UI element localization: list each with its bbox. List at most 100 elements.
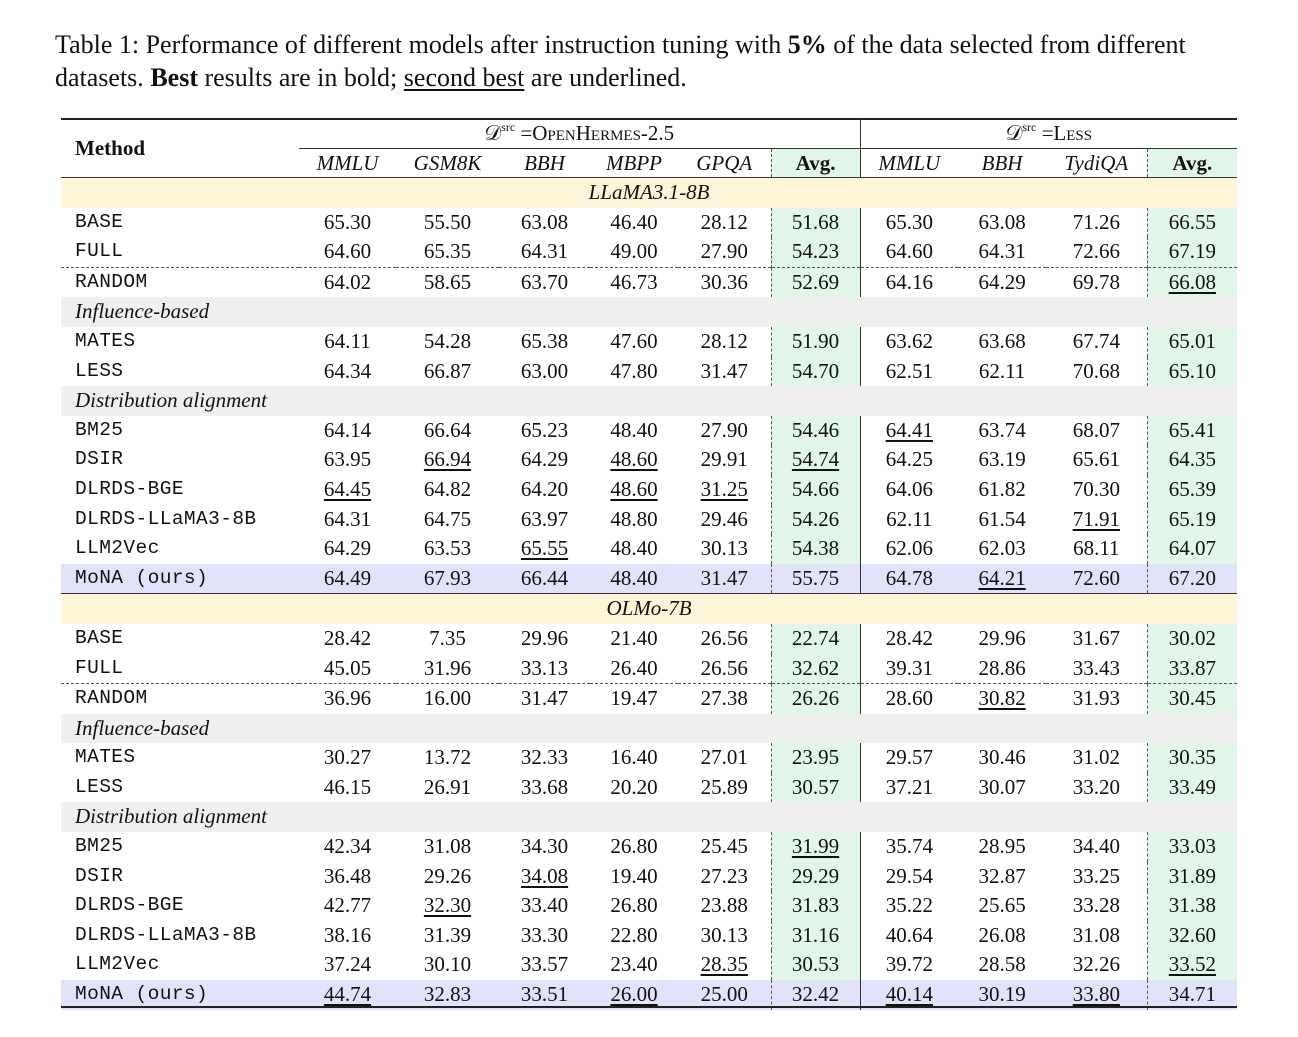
value-cell: 64.60: [859, 237, 959, 268]
table-row: DLRDS-LLaMA3-8B 64.31 64.75 63.97 48.80 29.46…: [61, 504, 1238, 535]
group1-sup: src: [501, 120, 516, 134]
value-cell: 48.40: [590, 563, 678, 594]
value-cell: 29.29: [770, 861, 861, 892]
value-cell: 26.40: [610, 655, 658, 680]
value-cell: 65.19: [1146, 504, 1238, 535]
value-cell: 71.26: [1072, 209, 1120, 234]
value-cell: 28.60: [859, 683, 959, 714]
value-cell: 32.87: [978, 863, 1026, 888]
value-cell: 63.62: [859, 326, 959, 357]
caption-text-1: Performance of different models after in…: [139, 30, 788, 59]
value-cell: 58.65: [396, 266, 499, 298]
method-cell: DLRDS-BGE: [75, 477, 184, 500]
value-cell: 64.11: [324, 328, 371, 353]
value-cell: 29.57: [859, 743, 959, 773]
value-cell: 64.41: [859, 415, 959, 446]
ours-row: MoNA (ours) 44.74 32.83 33.51 26.00 25.00 32.4…: [61, 980, 1238, 1010]
caption-best: Best: [150, 63, 198, 92]
table-row: DSIR 36.48 29.26 34.08 19.40 27.23 29.29 29.54 3…: [61, 861, 1238, 892]
value-cell: 64.29: [958, 266, 1047, 298]
value-cell: 67.19: [1146, 237, 1238, 268]
value-cell: 40.64: [859, 920, 959, 951]
method-cell: BASE: [75, 210, 124, 233]
table-row: BASE 65.30 55.50 63.08 46.40 28.12 51.68 65.30 6…: [61, 207, 1238, 238]
value-cell: 54.28: [423, 328, 472, 353]
value-cell: 26.56: [700, 625, 748, 650]
method-cell: MATES: [75, 329, 136, 352]
value-cell: 31.93: [1046, 683, 1148, 714]
value-cell: 64.31: [520, 239, 569, 264]
value-cell: 31.83: [770, 891, 861, 921]
value-cell: 32.42: [770, 980, 861, 1010]
value-cell: 68.07: [1072, 417, 1120, 442]
value-cell: 66.87: [423, 358, 472, 383]
method-cell: MoNA (ours): [61, 563, 299, 594]
value-cell: 21.40: [610, 625, 658, 650]
value-cell: 63.08: [978, 209, 1026, 234]
value-cell: 54.74: [770, 445, 861, 475]
value-cell: 26.56: [700, 655, 748, 680]
group2-name: =Less: [1036, 121, 1093, 145]
header-row-groups: Method 𝒟src =OpenHermes-2.5 𝒟src =Less: [61, 118, 1238, 160]
value-cell: 47.60: [610, 328, 658, 353]
value-cell: 26.26: [770, 683, 861, 714]
value-cell: 63.95: [323, 447, 372, 472]
value-cell: 30.10: [423, 952, 472, 977]
value-cell: 64.06: [859, 474, 959, 505]
table-row: RANDOM 64.02 58.65 63.70 46.73 30.36 52.69 64.1…: [61, 266, 1238, 298]
value-cell: 45.05: [323, 655, 372, 680]
header-row-columns: MMLU GSM8K BBH MBPP GPQA Avg. MMLU BBH T…: [61, 148, 1238, 178]
col-header: GPQA: [696, 151, 753, 175]
value-cell: 64.31: [978, 239, 1026, 264]
value-cell: 32.83: [396, 980, 499, 1010]
group-header-openhermes: 𝒟src =OpenHermes-2.5: [299, 118, 861, 149]
table-row: MATES 30.27 13.72 32.33 16.40 27.01 23.95 29.57…: [61, 743, 1238, 773]
results-table: Method 𝒟src =OpenHermes-2.5 𝒟src =Less M…: [61, 118, 1238, 1010]
value-cell: 63.08: [520, 209, 569, 234]
value-cell: 33.40: [520, 893, 569, 918]
value-cell: 40.14: [859, 980, 959, 1010]
table-row: DLRDS-LLaMA3-8B 38.16 31.39 33.30 22.80 30.13…: [61, 920, 1238, 951]
value-cell: 26.00: [590, 980, 678, 1010]
value-cell: 29.96: [520, 625, 569, 650]
value-cell: 34.71: [1146, 980, 1238, 1010]
col-header: MMLU: [859, 148, 959, 178]
value-cell: 36.96: [299, 683, 396, 714]
table-row: LLM2Vec 37.24 30.10 33.57 23.40 28.35 30.53 39.…: [61, 950, 1238, 981]
value-cell: 25.00: [678, 980, 771, 1010]
value-cell: 39.31: [859, 653, 959, 684]
table-row: LLM2Vec 64.29 63.53 65.55 48.40 30.13 54.38 62.…: [61, 534, 1238, 564]
value-cell: 69.78: [1046, 266, 1148, 298]
value-cell: 27.23: [700, 863, 748, 888]
value-cell: 34.40: [1072, 834, 1120, 859]
value-cell: 30.53: [770, 950, 861, 981]
value-cell: 64.34: [323, 358, 372, 383]
value-cell: 23.40: [610, 952, 658, 977]
method-cell: DLRDS-BGE: [75, 894, 184, 917]
group-header-less: 𝒟src =Less: [859, 118, 1238, 149]
value-cell: 65.23: [520, 417, 569, 442]
value-cell: 51.68: [770, 207, 861, 238]
col-header-avg: Avg.: [770, 148, 861, 178]
category-row: Influence-based: [61, 713, 1238, 744]
category-label: Distribution alignment: [61, 386, 1238, 416]
value-cell: 65.01: [1146, 326, 1238, 357]
method-cell: FULL: [75, 656, 124, 679]
value-cell: 28.42: [323, 625, 372, 650]
value-cell: 30.27: [323, 745, 372, 770]
value-cell: 31.89: [1146, 861, 1238, 892]
table-bottom-rule: [61, 1006, 1237, 1008]
value-cell: 64.16: [859, 266, 959, 298]
value-cell: 31.38: [1146, 891, 1238, 921]
value-cell: 28.95: [978, 834, 1026, 859]
value-cell: 54.70: [770, 356, 861, 387]
value-cell: 37.24: [323, 952, 372, 977]
model-name: LLaMA3.1-8B: [61, 176, 1238, 208]
value-cell: 19.40: [610, 863, 658, 888]
value-cell: 28.42: [859, 623, 959, 654]
value-cell: 25.45: [700, 834, 748, 859]
method-cell: LESS: [75, 359, 124, 382]
value-cell: 31.08: [1072, 922, 1120, 947]
value-cell: 48.60: [610, 447, 658, 472]
value-cell: 67.20: [1146, 563, 1238, 594]
